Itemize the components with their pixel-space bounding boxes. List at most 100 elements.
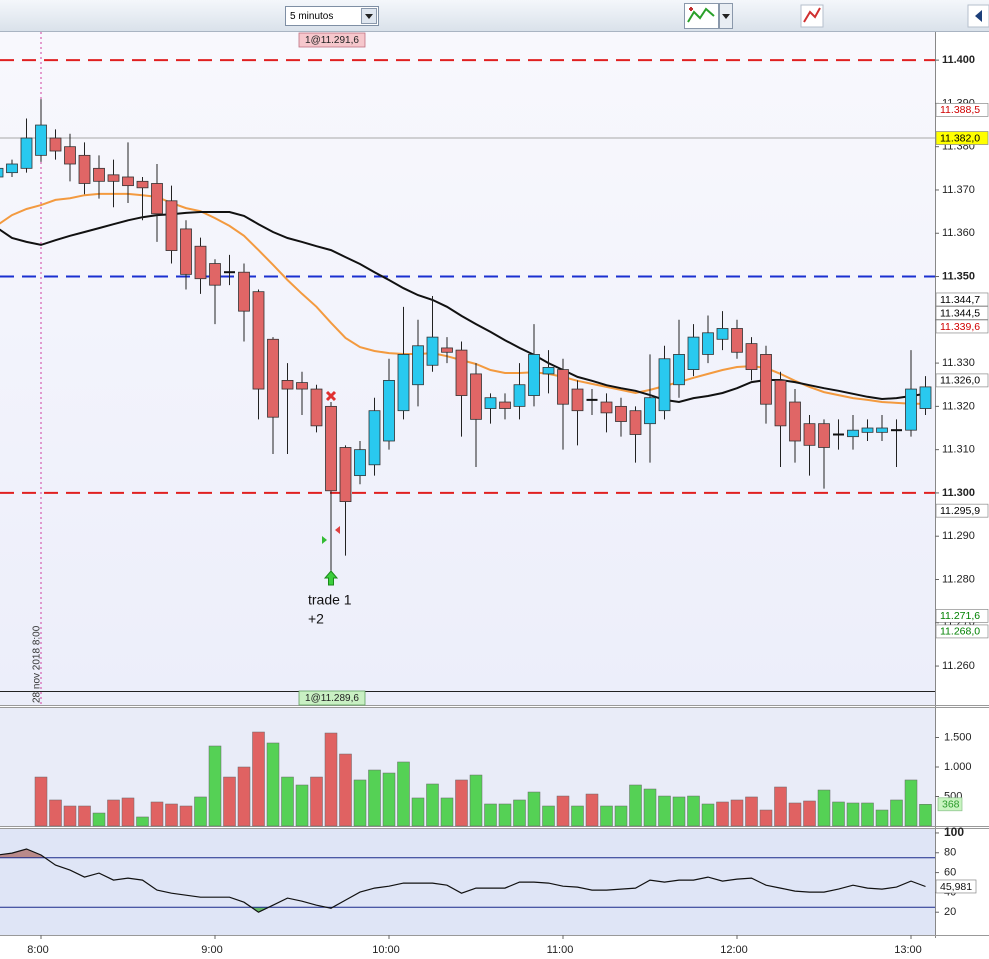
candle-body	[383, 380, 395, 442]
price-tag-box	[935, 608, 989, 623]
buy-triangle	[322, 536, 327, 544]
candle-body	[586, 398, 598, 401]
candle-body	[542, 367, 555, 375]
volume-bar	[49, 799, 62, 827]
candle-body	[310, 388, 323, 427]
candle-body	[238, 271, 250, 312]
candle-body	[224, 271, 235, 274]
trade-result: +2	[308, 611, 324, 627]
candle-body	[644, 397, 656, 425]
candle-body	[194, 245, 207, 280]
order-tag: 1@11.289,6	[305, 693, 359, 704]
price-tag: 11.382,0	[940, 132, 980, 144]
volume-bar	[440, 797, 454, 827]
order-tag: 1@11.291,6	[305, 35, 359, 46]
axis-layer: 1@11.291,61@11.289,611.40011.39011.38011…	[27, 32, 989, 956]
volume-bar	[730, 799, 744, 827]
volume-bar	[484, 803, 497, 827]
volume-bar	[672, 796, 686, 827]
tool-icon[interactable]	[800, 4, 824, 28]
candle-body	[252, 291, 265, 390]
oscillator-plot	[0, 848, 935, 913]
indicator-button[interactable]	[684, 3, 733, 29]
candle-body	[325, 405, 337, 492]
x-tick-label: 11:00	[547, 944, 574, 956]
entry-arrow	[323, 570, 339, 586]
candle-body	[557, 369, 569, 405]
volume-bar	[368, 769, 381, 827]
candle-body	[731, 328, 743, 353]
oscillator-line	[0, 848, 926, 913]
volume-bar	[136, 816, 149, 827]
volume-bar	[121, 797, 135, 827]
price-tag-box	[935, 503, 989, 518]
volume-bar	[281, 776, 294, 827]
dropdown-text[interactable]: 5 minutos	[290, 11, 333, 22]
candle-body	[905, 388, 917, 431]
candle-body	[296, 382, 308, 390]
candle-body	[513, 384, 526, 407]
price-tag-box	[935, 373, 989, 388]
volume-bar	[716, 801, 729, 827]
candle-body	[20, 137, 33, 169]
volume-bar	[324, 732, 338, 827]
trade-label: trade 1	[308, 592, 352, 608]
candle-body	[397, 354, 410, 412]
volume-bar	[658, 795, 671, 827]
candle-body	[412, 345, 424, 386]
dropdown-arrow	[365, 14, 373, 19]
volume-bar	[803, 800, 816, 827]
volume-tag: 368	[942, 799, 960, 811]
y-tick-label: 11.400	[942, 54, 975, 66]
candle-body	[426, 336, 439, 366]
candle-body	[629, 410, 642, 435]
volume-bar	[63, 805, 77, 827]
timeframe-dropdown[interactable]: 5 minutos	[285, 6, 379, 26]
volume-bar	[890, 799, 903, 827]
candle-body	[93, 167, 105, 182]
oscillator-tag-box	[935, 879, 977, 894]
volume-bar	[745, 796, 758, 827]
price-tag: 11.268,0	[940, 626, 980, 638]
candle-body	[760, 354, 772, 405]
candle-body	[528, 354, 540, 396]
candle-body	[833, 433, 844, 436]
volume-plot	[34, 731, 932, 827]
tool-icon-line	[803, 7, 821, 23]
oscillator-panel	[0, 828, 935, 935]
candle-body	[774, 380, 787, 427]
toolbar	[0, 0, 989, 32]
volume-bar	[759, 809, 773, 827]
volume-bar	[527, 791, 541, 827]
candle-body	[861, 427, 874, 433]
candle-body	[441, 347, 453, 353]
volume-bar	[382, 772, 396, 827]
volume-bar	[571, 805, 584, 827]
volume-bar	[861, 802, 874, 827]
volume-bar	[266, 742, 280, 827]
price-tag: 11.271,6	[940, 610, 980, 622]
volume-bar	[513, 799, 526, 827]
volume-bar	[629, 784, 642, 827]
volume-bar	[310, 776, 323, 827]
candle-body	[64, 146, 76, 165]
candle-body	[180, 228, 192, 275]
price-tag: 11.344,7	[940, 294, 980, 306]
dropdown-box[interactable]	[285, 6, 379, 26]
volume-bar	[107, 799, 120, 827]
oscillator-tag: 45,981	[940, 881, 972, 893]
y-tick-label: 11.300	[942, 487, 975, 499]
volume-bar	[701, 803, 715, 827]
y-tick-label: 1.000	[944, 761, 972, 773]
volume-bar	[165, 803, 178, 827]
panel-button[interactable]	[967, 4, 989, 28]
date-marker-label: 28 nov 2018 8:00	[32, 625, 43, 703]
volume-bar	[295, 784, 309, 827]
volume-bar	[832, 801, 845, 827]
volume-bar	[150, 801, 164, 827]
price-tag: 11.295,9	[940, 505, 980, 517]
y-tick-label: 60	[944, 866, 956, 878]
candle-body	[35, 124, 47, 156]
x-tick-label: 12:00	[720, 944, 748, 956]
